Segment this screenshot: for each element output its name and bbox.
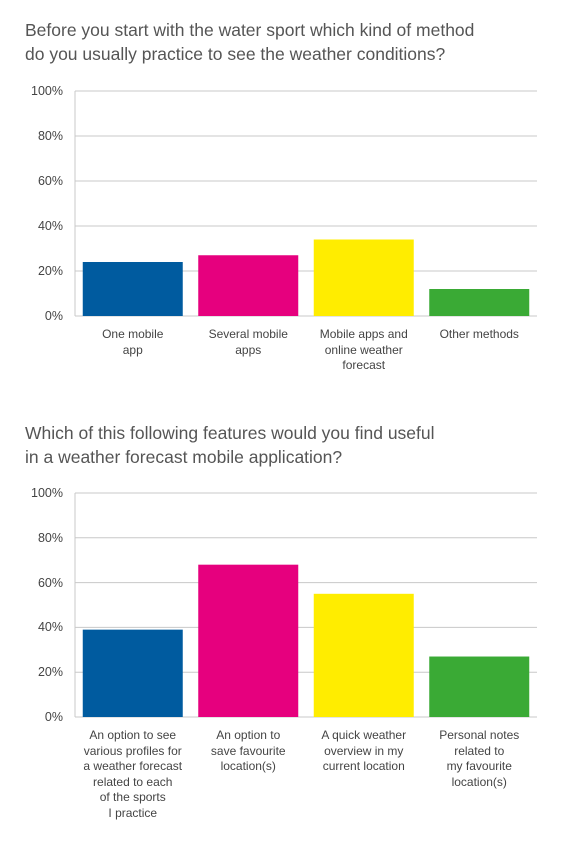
chart-title: Which of this following features would y… [25, 423, 435, 467]
x-tick-label: One mobile app [102, 327, 164, 357]
y-tick-label: 80% [37, 129, 63, 143]
bar [198, 255, 299, 316]
y-tick-label: 0% [44, 710, 63, 724]
bar [198, 564, 299, 717]
y-tick-label: 100% [31, 84, 63, 98]
x-tick-label: Personal notes related to my favourite l… [439, 728, 520, 789]
bar [429, 656, 530, 717]
x-tick-label: An option to save favourite location(s) [210, 728, 286, 773]
y-tick-label: 60% [37, 174, 63, 188]
bar [313, 239, 414, 316]
bar [82, 629, 183, 717]
bar [429, 289, 530, 316]
chart-title: Before you start with the water sport wh… [25, 20, 475, 64]
y-tick-label: 0% [44, 309, 63, 323]
x-tick-label: An option to see various profiles for a … [83, 728, 183, 820]
bar [313, 593, 414, 717]
x-tick-label: Mobile apps and online weather forecast [319, 327, 408, 372]
y-tick-label: 20% [37, 264, 63, 278]
x-tick-label: A quick weather overview in my current l… [321, 728, 407, 773]
y-tick-label: 40% [37, 219, 63, 233]
bar [82, 262, 183, 316]
y-tick-label: 20% [37, 665, 63, 680]
y-tick-label: 60% [37, 575, 63, 590]
x-tick-label: Other methods [439, 327, 519, 341]
y-tick-label: 80% [37, 530, 63, 545]
x-tick-label: Several mobile apps [208, 327, 288, 357]
y-tick-label: 40% [37, 620, 63, 635]
y-tick-label: 100% [31, 486, 63, 500]
